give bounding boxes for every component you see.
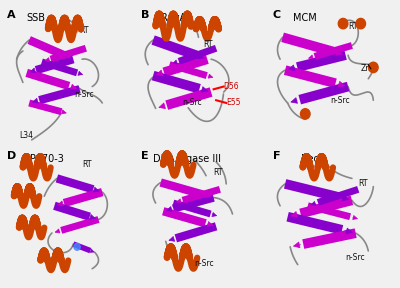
Text: B: B xyxy=(140,10,149,20)
Circle shape xyxy=(356,18,366,29)
Text: n-Src: n-Src xyxy=(346,253,365,262)
Text: RT: RT xyxy=(80,26,89,35)
Circle shape xyxy=(368,62,378,73)
Text: n-Src: n-Src xyxy=(182,98,202,107)
Text: DNA Ligase III: DNA Ligase III xyxy=(153,154,221,164)
Text: L34: L34 xyxy=(19,131,33,140)
Text: n-Src: n-Src xyxy=(195,259,214,268)
Text: n-Src: n-Src xyxy=(330,96,350,105)
Text: RPA70-3: RPA70-3 xyxy=(23,154,64,164)
Text: D: D xyxy=(6,151,16,161)
Text: RT: RT xyxy=(82,160,92,169)
Text: F: F xyxy=(272,151,280,161)
Circle shape xyxy=(300,109,310,119)
Circle shape xyxy=(338,18,348,29)
Text: C: C xyxy=(272,10,281,20)
Text: SSB: SSB xyxy=(27,13,46,23)
Text: D56: D56 xyxy=(224,82,239,91)
Text: E: E xyxy=(140,151,148,161)
Text: RecO: RecO xyxy=(302,154,327,164)
Text: RT: RT xyxy=(214,168,223,177)
Circle shape xyxy=(74,243,80,250)
Text: RT: RT xyxy=(204,40,213,49)
Text: A: A xyxy=(6,10,15,20)
Text: MCM: MCM xyxy=(293,13,316,23)
Text: RuvA: RuvA xyxy=(161,13,186,23)
Text: RT: RT xyxy=(358,179,368,188)
Text: Zn: Zn xyxy=(361,64,371,73)
Text: E55: E55 xyxy=(226,98,241,107)
Text: n-Src: n-Src xyxy=(74,90,94,99)
Text: RT: RT xyxy=(348,22,358,31)
